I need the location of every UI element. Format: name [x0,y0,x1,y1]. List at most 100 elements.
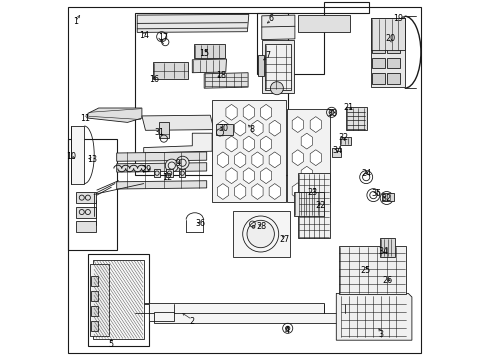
Text: 2: 2 [189,317,194,325]
Bar [215,124,232,135]
Polygon shape [260,104,271,120]
Bar [371,42,384,53]
Polygon shape [261,15,294,40]
Bar [76,192,96,203]
Polygon shape [331,148,340,157]
Text: 18: 18 [216,71,225,80]
Polygon shape [379,238,394,257]
Bar [76,207,96,218]
Text: 32: 32 [338,133,348,142]
Polygon shape [291,117,303,132]
Circle shape [165,159,178,172]
Polygon shape [291,183,303,199]
Polygon shape [232,211,289,257]
Bar [89,264,109,336]
Text: 3: 3 [378,330,383,338]
Text: 27: 27 [279,235,289,244]
Bar [386,58,399,68]
Bar [68,139,117,250]
Text: 34: 34 [332,146,342,155]
Bar [91,276,98,286]
Text: 32: 32 [381,194,391,203]
Bar [91,291,98,301]
Bar [212,100,285,202]
Polygon shape [225,136,237,152]
Bar [323,2,368,13]
Polygon shape [117,181,206,189]
Polygon shape [261,40,294,93]
Bar [371,58,384,68]
Text: 1: 1 [73,17,78,26]
Polygon shape [309,150,321,166]
Text: 35: 35 [371,189,381,198]
Polygon shape [294,192,323,216]
Polygon shape [243,136,254,152]
Polygon shape [117,163,206,172]
Polygon shape [225,168,237,184]
Text: 31: 31 [155,128,164,137]
Bar [166,169,172,177]
Text: 14: 14 [139,31,148,40]
Polygon shape [194,44,224,58]
Text: 33: 33 [327,109,337,118]
Polygon shape [234,152,245,168]
Text: 9: 9 [175,159,180,168]
Bar [386,73,399,84]
Bar [386,42,399,53]
Bar [371,73,384,84]
Circle shape [251,225,254,228]
Text: 4: 4 [284,326,289,335]
Bar [370,18,404,50]
Text: 16: 16 [148,76,159,85]
Polygon shape [243,104,254,120]
Bar [265,44,290,90]
Bar [386,27,399,38]
Bar [257,13,323,74]
Bar [88,254,149,346]
Bar [179,169,185,177]
Polygon shape [234,120,245,136]
Text: 6: 6 [268,14,273,23]
Polygon shape [268,120,280,136]
Polygon shape [301,166,312,182]
Circle shape [176,156,189,169]
Text: 19: 19 [393,14,403,23]
Circle shape [285,326,289,330]
Polygon shape [225,104,237,120]
Circle shape [270,82,283,95]
Text: 36: 36 [195,219,205,228]
Polygon shape [251,120,263,136]
Text: 7: 7 [265,51,270,60]
Bar [153,169,160,177]
Text: 26: 26 [382,276,392,284]
Text: 10: 10 [66,152,76,161]
Text: 21: 21 [343,103,353,112]
Polygon shape [251,152,263,168]
Polygon shape [71,126,84,184]
Bar [91,306,98,316]
Polygon shape [297,173,329,238]
Polygon shape [268,184,280,199]
Polygon shape [192,59,226,73]
Text: 25: 25 [359,266,369,275]
Bar [91,321,98,331]
Polygon shape [142,115,213,130]
Bar [346,107,366,130]
Polygon shape [217,184,228,199]
Polygon shape [251,184,263,199]
Text: 12: 12 [162,173,172,181]
Circle shape [328,110,333,115]
Polygon shape [268,152,280,168]
Bar [286,109,329,202]
Polygon shape [88,108,142,122]
Bar [370,18,404,87]
Text: 20: 20 [385,34,395,43]
Text: 24: 24 [361,169,371,178]
Polygon shape [217,120,228,136]
Polygon shape [336,293,411,340]
Text: 28: 28 [256,222,266,231]
Text: 5: 5 [108,341,114,349]
Bar [371,27,384,38]
Polygon shape [217,152,228,168]
Bar [381,193,393,201]
